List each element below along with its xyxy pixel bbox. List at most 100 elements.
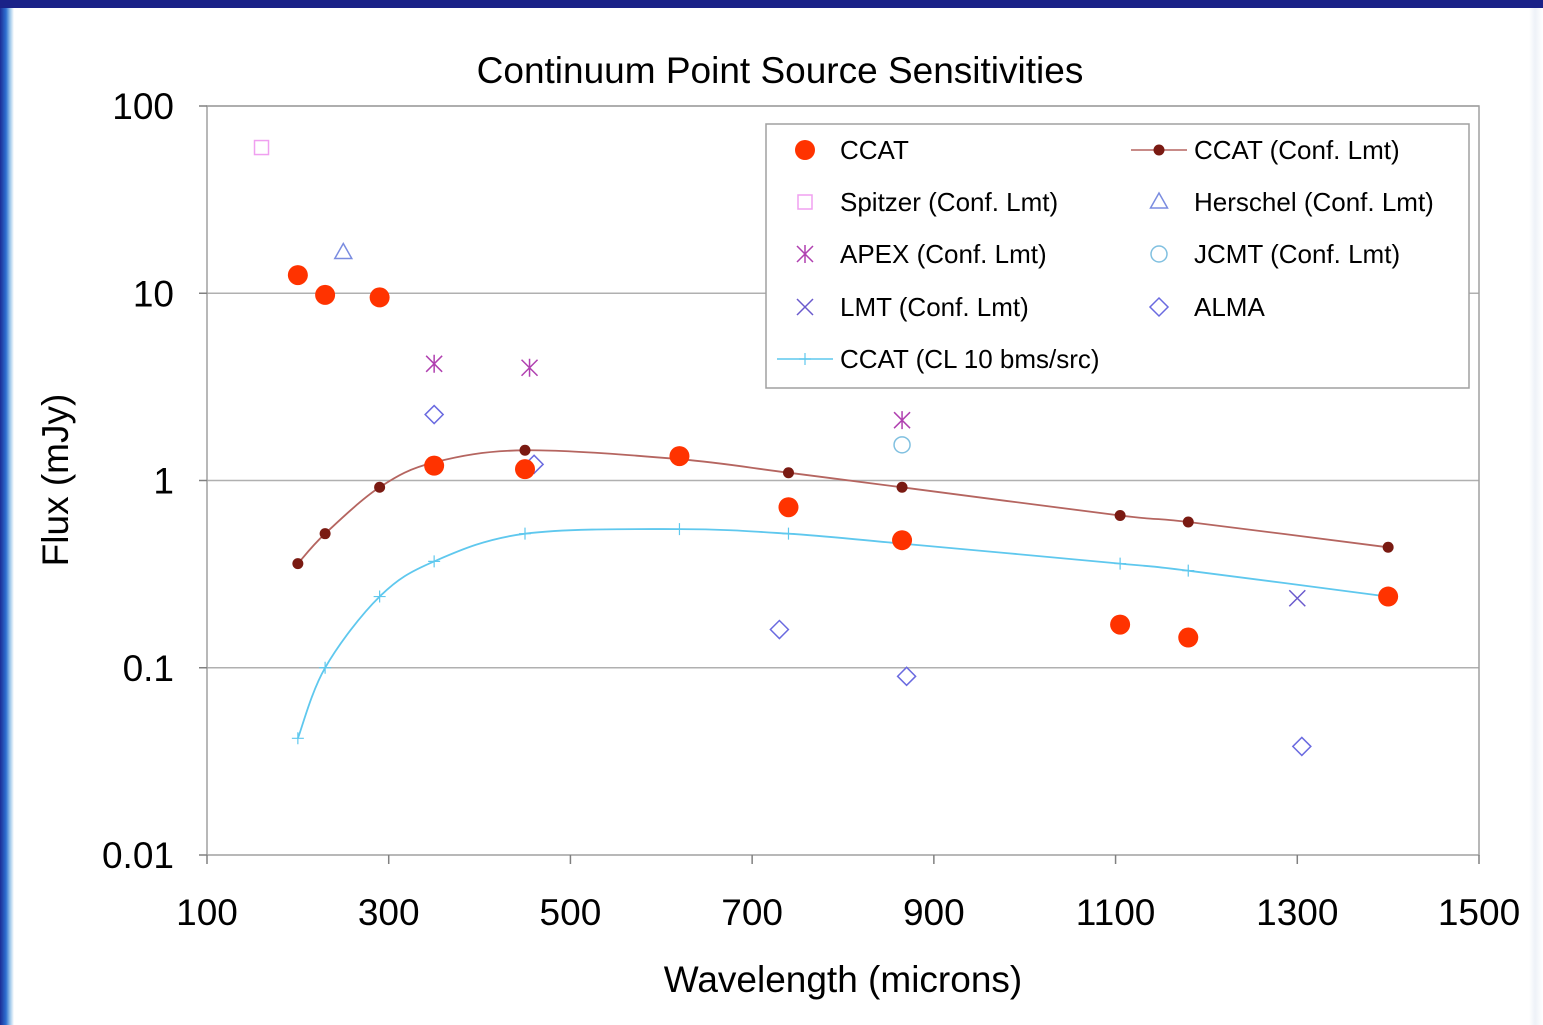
- series-apex-conf-lmt: [425, 354, 911, 430]
- legend-label-ccat-cl-10-bms-src: CCAT (CL 10 bms/src): [840, 344, 1100, 374]
- data-point-ccat-cl-10-bms-src: [319, 661, 332, 674]
- y-tick-label: 0.01: [102, 835, 174, 876]
- data-point-apex-conf-lmt: [425, 354, 443, 373]
- x-tick-label: 700: [721, 892, 783, 933]
- data-point-alma: [896, 666, 917, 687]
- data-point-ccat: [515, 459, 535, 480]
- data-point-ccat: [369, 287, 390, 308]
- data-point-ccat-conf-lmt: [1182, 516, 1194, 528]
- legend-marker-spitzer-conf-lmt: [797, 194, 813, 210]
- legend-entry-lmt-conf-lmt: LMT (Conf. Lmt): [796, 292, 1029, 322]
- y-tick-label: 0.1: [123, 648, 174, 689]
- legend-entry-ccat-conf-lmt: CCAT (Conf. Lmt): [1131, 135, 1400, 165]
- x-tick-label: 900: [903, 892, 965, 933]
- y-tick-label: 100: [112, 86, 174, 127]
- data-point-ccat-cl-10-bms-src: [519, 527, 531, 540]
- legend-marker-herschel-conf-lmt: [1149, 191, 1169, 209]
- legend-label-ccat: CCAT: [840, 135, 909, 165]
- data-point-ccat-conf-lmt: [782, 467, 794, 479]
- series-line-ccat-conf-lmt: [297, 449, 1389, 565]
- legend-entry-apex-conf-lmt: APEX (Conf. Lmt): [796, 239, 1047, 269]
- series-lmt-conf-lmt: [1288, 589, 1306, 607]
- data-point-ccat-conf-lmt: [896, 481, 908, 493]
- chart-title: Continuum Point Source Sensitivities: [477, 50, 1084, 91]
- x-tick-label: 1100: [1076, 892, 1156, 933]
- data-point-ccat-conf-lmt: [519, 444, 531, 456]
- data-point-ccat: [1110, 614, 1131, 635]
- series-spitzer-conf-lmt: [253, 139, 270, 156]
- data-point-ccat: [1378, 586, 1399, 607]
- data-point-ccat-conf-lmt: [319, 528, 331, 540]
- x-axis-title: Wavelength (microns): [664, 959, 1022, 1000]
- data-point-ccat: [1178, 627, 1199, 648]
- legend-label-herschel-conf-lmt: Herschel (Conf. Lmt): [1194, 187, 1434, 217]
- legend-marker-ccat-cl-10-bms-src: [799, 353, 811, 365]
- x-tick-label: 500: [540, 892, 602, 933]
- data-point-apex-conf-lmt: [521, 358, 539, 377]
- data-point-ccat-cl-10-bms-src: [373, 590, 386, 603]
- series-alma: [424, 404, 1312, 757]
- y-tick-label: 1: [153, 461, 174, 502]
- series-ccat-cl-10-bms-src: [291, 523, 1395, 745]
- legend-entry-jcmt-conf-lmt: JCMT (Conf. Lmt): [1150, 239, 1400, 269]
- legend-marker-ccat: [795, 140, 815, 160]
- data-point-spitzer-conf-lmt: [253, 139, 270, 156]
- data-point-apex-conf-lmt: [893, 411, 911, 430]
- data-point-ccat-cl-10-bms-src: [1182, 564, 1195, 577]
- legend: CCAT Spitzer (Conf. Lmt) APEX (Conf. Lmt) L…: [765, 123, 1470, 389]
- series-layer: [253, 139, 1399, 757]
- legend-marker-apex-conf-lmt: [796, 245, 814, 263]
- data-point-ccat: [669, 446, 690, 467]
- data-point-ccat-cl-10-bms-src: [428, 555, 441, 568]
- data-point-alma: [1291, 736, 1312, 757]
- legend-box: [765, 123, 1470, 389]
- data-point-alma: [424, 404, 445, 425]
- data-point-ccat-conf-lmt: [374, 481, 386, 493]
- x-tick-label: 1500: [1438, 892, 1520, 933]
- legend-marker-alma: [1148, 296, 1170, 318]
- series-ccat: [287, 265, 1399, 648]
- data-point-ccat-cl-10-bms-src: [1114, 557, 1127, 570]
- data-point-ccat-conf-lmt: [292, 558, 304, 570]
- x-tick-label: 100: [176, 892, 238, 933]
- legend-label-alma: ALMA: [1194, 292, 1265, 322]
- data-point-ccat-cl-10-bms-src: [782, 527, 795, 540]
- series-herschel-conf-lmt: [333, 242, 354, 260]
- data-point-ccat-conf-lmt: [1114, 510, 1126, 522]
- y-axis-title: Flux (mJy): [35, 394, 76, 567]
- legend-label-lmt-conf-lmt: LMT (Conf. Lmt): [840, 292, 1029, 322]
- data-point-ccat: [892, 530, 913, 551]
- legend-entry-alma: ALMA: [1148, 292, 1265, 322]
- data-point-ccat-cl-10-bms-src: [673, 523, 686, 536]
- data-point-ccat: [287, 265, 308, 286]
- series-jcmt-conf-lmt: [893, 436, 911, 454]
- data-point-jcmt-conf-lmt: [893, 436, 911, 454]
- legend-entry-herschel-conf-lmt: Herschel (Conf. Lmt): [1149, 187, 1434, 217]
- legend-label-jcmt-conf-lmt: JCMT (Conf. Lmt): [1194, 239, 1400, 269]
- data-point-herschel-conf-lmt: [333, 242, 354, 260]
- axes: 0.01 0.1 1 10 100 100 300 500 700 900 1100 1300 1500: [102, 86, 1520, 933]
- legend-label-spitzer-conf-lmt: Spitzer (Conf. Lmt): [840, 187, 1058, 217]
- data-point-alma: [769, 619, 790, 640]
- data-point-ccat-cl-10-bms-src: [291, 732, 304, 745]
- legend-marker-ccat-conf-lmt: [1153, 144, 1165, 156]
- legend-label-ccat-conf-lmt: CCAT (Conf. Lmt): [1194, 135, 1400, 165]
- x-tick-label: 300: [358, 892, 420, 933]
- series-ccat-conf-lmt: [292, 444, 1394, 570]
- legend-marker-jcmt-conf-lmt: [1150, 245, 1168, 263]
- data-point-ccat: [424, 455, 445, 476]
- legend-label-apex-conf-lmt: APEX (Conf. Lmt): [840, 239, 1047, 269]
- data-point-ccat: [778, 497, 799, 518]
- legend-entry-spitzer-conf-lmt: Spitzer (Conf. Lmt): [797, 187, 1058, 217]
- legend-entry-ccat: CCAT: [795, 135, 909, 165]
- legend-entry-ccat-cl-10-bms-src: CCAT (CL 10 bms/src): [777, 344, 1100, 374]
- data-point-ccat: [315, 284, 336, 305]
- series-line-ccat-cl-10-bms-src: [297, 528, 1389, 739]
- data-point-lmt-conf-lmt: [1288, 589, 1306, 607]
- x-tick-label: 1300: [1256, 892, 1338, 933]
- y-tick-label: 10: [133, 273, 174, 314]
- slide-top-band: [0, 0, 1543, 8]
- data-point-ccat-conf-lmt: [1382, 541, 1394, 553]
- legend-marker-lmt-conf-lmt: [796, 298, 814, 316]
